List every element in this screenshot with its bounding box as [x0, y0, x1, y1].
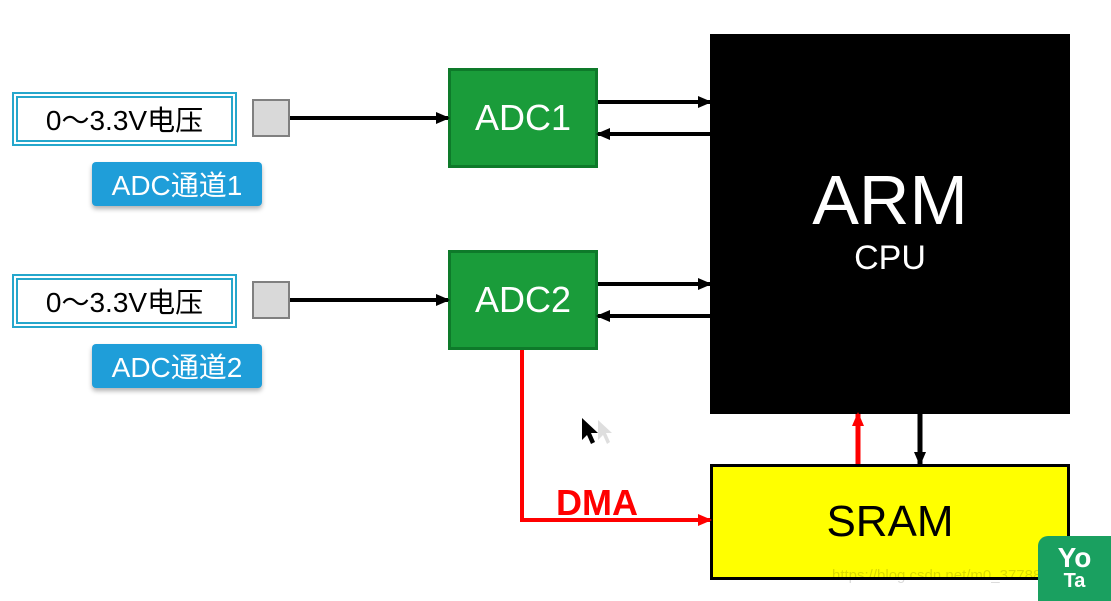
adc-channel-2-label: ADC通道2 [92, 344, 262, 388]
adc-channel-1-text: ADC通道1 [112, 164, 243, 204]
yo-badge: Yo Ta [1038, 536, 1111, 601]
voltage-source-2-label: 0～3.3V电压 [46, 281, 203, 321]
cursor-icon [582, 418, 616, 451]
connector-square-1 [252, 99, 290, 137]
dma-label: DMA [556, 482, 638, 524]
adc1-block: ADC1 [448, 68, 598, 168]
watermark-text: https://blog.csdn.net/m0_37788080 [832, 567, 1066, 584]
voltage-source-1-label: 0～3.3V电压 [46, 99, 203, 139]
dma-text: DMA [556, 482, 638, 523]
voltage-source-1: 0～3.3V电压 [12, 92, 237, 146]
connector-square-2 [252, 281, 290, 319]
arm-main-label: ARM [812, 165, 968, 235]
arm-sub-label: CPU [854, 235, 926, 283]
watermark-label: https://blog.csdn.net/m0_37788080 [832, 567, 1066, 584]
adc1-label: ADC1 [475, 97, 571, 139]
adc2-block: ADC2 [448, 250, 598, 350]
adc2-label: ADC2 [475, 279, 571, 321]
sram-block: SRAM [710, 464, 1070, 580]
sram-label: SRAM [826, 497, 953, 547]
yo-badge-line2: Ta [1064, 570, 1086, 593]
adc-channel-1-label: ADC通道1 [92, 162, 262, 206]
voltage-source-2: 0～3.3V电压 [12, 274, 237, 328]
adc-channel-2-text: ADC通道2 [112, 346, 243, 386]
arm-cpu-block: ARM CPU [710, 34, 1070, 414]
